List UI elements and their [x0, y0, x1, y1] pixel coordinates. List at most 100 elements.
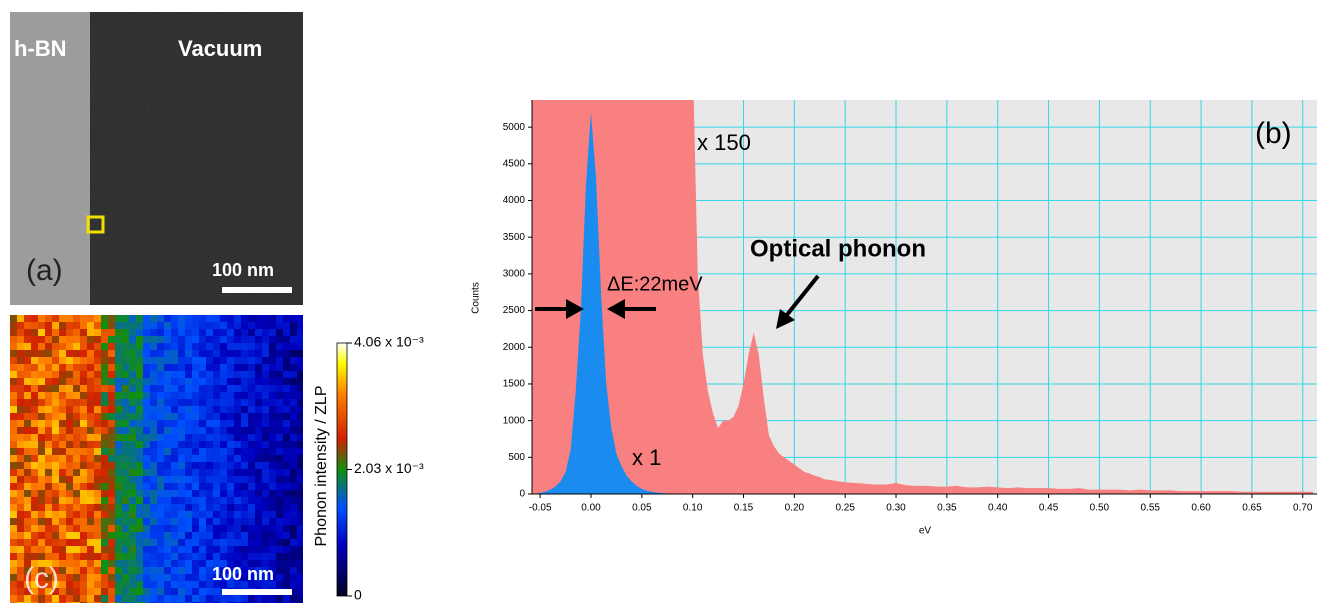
- map-pixel: [248, 399, 255, 406]
- map-pixel: [150, 448, 157, 455]
- map-pixel: [164, 483, 171, 490]
- map-pixel: [52, 539, 59, 546]
- map-pixel: [192, 546, 199, 553]
- map-pixel: [115, 322, 122, 329]
- map-pixel: [115, 567, 122, 574]
- map-pixel: [94, 371, 101, 378]
- map-pixel: [262, 343, 269, 350]
- map-pixel: [269, 518, 276, 525]
- map-pixel: [297, 525, 303, 532]
- map-pixel: [171, 434, 178, 441]
- map-pixel: [276, 504, 283, 511]
- map-pixel: [164, 336, 171, 343]
- map-pixel: [101, 413, 108, 420]
- map-pixel: [59, 469, 66, 476]
- map-pixel: [192, 581, 199, 588]
- map-pixel: [122, 490, 129, 497]
- map-pixel: [31, 462, 38, 469]
- map-pixel: [290, 469, 297, 476]
- map-pixel: [283, 441, 290, 448]
- y-axis-label: Counts: [471, 282, 482, 314]
- map-pixel: [234, 399, 241, 406]
- map-pixel: [143, 399, 150, 406]
- map-pixel: [115, 581, 122, 588]
- map-pixel: [101, 525, 108, 532]
- map-pixel: [66, 322, 73, 329]
- map-pixel: [94, 532, 101, 539]
- map-pixel: [199, 371, 206, 378]
- map-pixel: [38, 588, 45, 595]
- map-pixel: [59, 581, 66, 588]
- map-pixel: [199, 434, 206, 441]
- map-pixel: [199, 329, 206, 336]
- map-pixel: [101, 560, 108, 567]
- map-pixel: [136, 434, 143, 441]
- map-pixel: [24, 434, 31, 441]
- map-pixel: [59, 525, 66, 532]
- map-pixel: [66, 588, 73, 595]
- map-pixel: [59, 336, 66, 343]
- map-pixel: [297, 560, 303, 567]
- map-pixel: [59, 371, 66, 378]
- map-pixel: [122, 357, 129, 364]
- map-pixel: [213, 350, 220, 357]
- map-pixel: [220, 406, 227, 413]
- map-pixel: [59, 406, 66, 413]
- map-pixel: [129, 560, 136, 567]
- map-pixel: [38, 322, 45, 329]
- map-pixel: [87, 539, 94, 546]
- map-pixel: [164, 399, 171, 406]
- map-pixel: [101, 462, 108, 469]
- map-pixel: [283, 434, 290, 441]
- map-pixel: [213, 441, 220, 448]
- map-pixel: [255, 378, 262, 385]
- map-pixel: [52, 504, 59, 511]
- map-pixel: [297, 420, 303, 427]
- map-pixel: [164, 455, 171, 462]
- map-pixel: [38, 546, 45, 553]
- map-pixel: [255, 532, 262, 539]
- map-pixel: [185, 567, 192, 574]
- map-pixel: [31, 539, 38, 546]
- map-pixel: [143, 462, 150, 469]
- map-pixel: [157, 532, 164, 539]
- map-pixel: [24, 315, 31, 322]
- map-pixel: [24, 476, 31, 483]
- map-pixel: [31, 476, 38, 483]
- map-pixel: [115, 385, 122, 392]
- map-pixel: [297, 336, 303, 343]
- map-pixel: [87, 448, 94, 455]
- map-pixel: [94, 329, 101, 336]
- map-pixel: [108, 469, 115, 476]
- map-pixel: [178, 392, 185, 399]
- map-pixel: [87, 371, 94, 378]
- map-pixel: [115, 455, 122, 462]
- map-pixel: [276, 595, 283, 602]
- map-pixel: [241, 420, 248, 427]
- map-pixel: [269, 476, 276, 483]
- annotation: x 150: [697, 130, 751, 155]
- map-pixel: [17, 378, 24, 385]
- map-pixel: [150, 504, 157, 511]
- map-pixel: [171, 567, 178, 574]
- map-pixel: [255, 581, 262, 588]
- map-pixel: [101, 490, 108, 497]
- map-pixel: [66, 434, 73, 441]
- map-pixel: [150, 399, 157, 406]
- map-pixel: [283, 378, 290, 385]
- map-pixel: [45, 560, 52, 567]
- map-pixel: [185, 364, 192, 371]
- map-pixel: [31, 357, 38, 364]
- map-pixel: [220, 329, 227, 336]
- map-pixel: [241, 560, 248, 567]
- map-pixel: [262, 378, 269, 385]
- map-pixel: [213, 553, 220, 560]
- map-pixel: [297, 553, 303, 560]
- map-pixel: [206, 385, 213, 392]
- map-pixel: [157, 322, 164, 329]
- map-pixel: [297, 385, 303, 392]
- map-pixel: [248, 462, 255, 469]
- map-pixel: [157, 392, 164, 399]
- map-pixel: [283, 336, 290, 343]
- map-pixel: [10, 469, 17, 476]
